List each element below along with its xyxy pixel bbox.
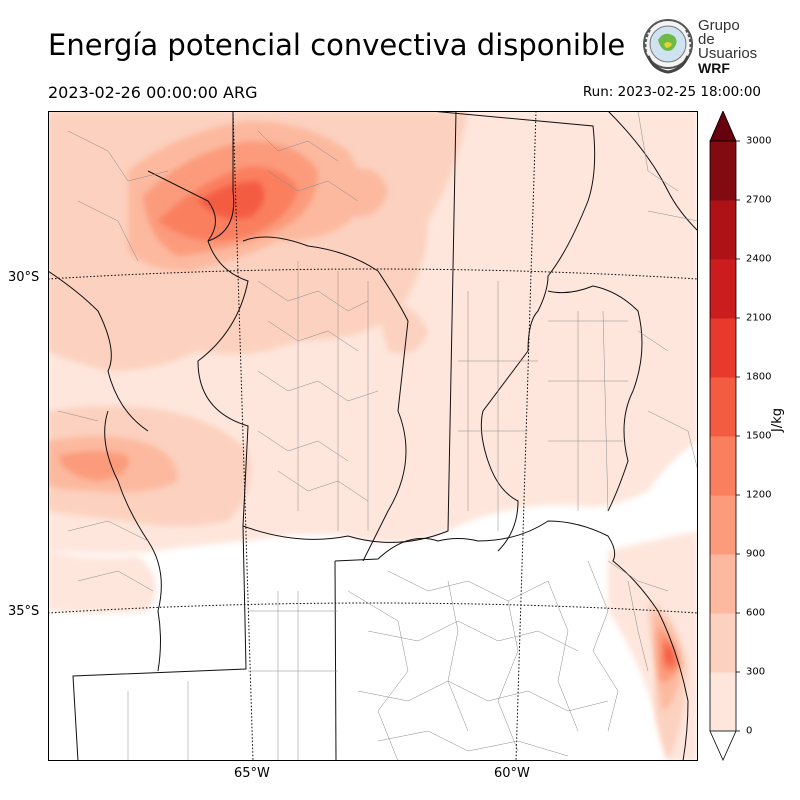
- map-title: Energía potencial convectiva disponible: [48, 28, 626, 62]
- colorbar-tick-label: 1200: [746, 489, 772, 501]
- colorbar-tick-label: 3000: [746, 135, 772, 147]
- lon-label-60w: 60°W: [494, 766, 530, 781]
- lat-label-30s: 30°S: [8, 270, 40, 285]
- logo-line-1: Grupo de: [698, 17, 740, 48]
- colorbar-segment: [710, 495, 736, 555]
- colorbar-tick-label: 900: [746, 548, 766, 560]
- colorbar-tick-label: 2100: [746, 312, 772, 324]
- colorbar-segment: [710, 672, 736, 732]
- colorbar-segment: [710, 141, 736, 201]
- colorbar-segment: [710, 318, 736, 378]
- valid-time: 2023-02-26 00:00:00 ARG: [48, 83, 258, 102]
- colorbar-tick-label: 2400: [746, 253, 772, 265]
- colorbar-segment: [710, 613, 736, 673]
- logo-line-2: Usuarios: [698, 45, 758, 62]
- colorbar-svg: [709, 109, 740, 761]
- colorbar-tick-label: 1500: [746, 430, 772, 442]
- cape-shading: [48, 111, 698, 761]
- logo-line-3: WRF: [698, 60, 730, 76]
- colorbar-segment: [710, 377, 736, 437]
- colorbar-tick-label: 0: [746, 725, 753, 737]
- colorbar-extend-max: [709, 109, 737, 142]
- colorbar-segment: [710, 436, 736, 496]
- globe-logo-icon: [643, 19, 693, 74]
- colorbar-segment: [710, 554, 736, 614]
- colorbar-tick-label: 2700: [746, 194, 772, 206]
- colorbar: [708, 109, 768, 761]
- cape-map: [48, 111, 698, 761]
- run-time: Run: 2023-02-25 18:00:00: [582, 84, 761, 100]
- lat-label-35s: 35°S: [8, 604, 40, 619]
- lon-label-65w: 65°W: [234, 766, 270, 781]
- colorbar-tick-label: 1800: [746, 371, 772, 383]
- colorbar-tick-label: 600: [746, 607, 766, 619]
- wrf-users-logo: Grupo de Usuarios WRF: [640, 16, 760, 76]
- colorbar-extend-min: [709, 730, 737, 761]
- colorbar-unit: J/kg: [770, 408, 785, 432]
- cape-map-svg: [48, 111, 698, 761]
- colorbar-tick-label: 300: [746, 666, 766, 678]
- colorbar-segment: [710, 200, 736, 260]
- colorbar-segment: [710, 259, 736, 319]
